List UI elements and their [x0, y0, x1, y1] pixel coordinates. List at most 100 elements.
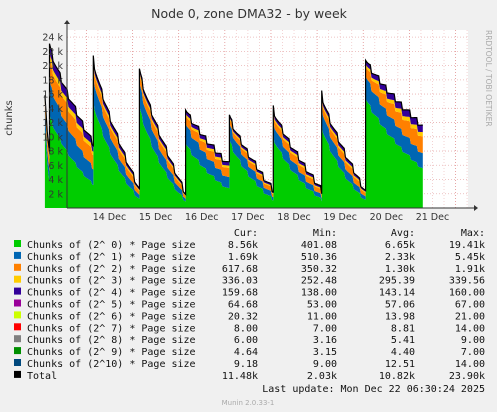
- legend-value: 295.39: [379, 276, 415, 287]
- legend-value: 8.81: [391, 323, 415, 334]
- y-tick-label: 8 k: [48, 147, 63, 158]
- legend-value: 19.41k: [449, 240, 485, 251]
- legend-header: Max:: [461, 228, 485, 239]
- legend-label: Total: [27, 371, 57, 382]
- legend-value: 8.56k: [228, 240, 258, 251]
- legend-value: 143.14: [379, 288, 415, 299]
- total-line: [44, 43, 423, 197]
- legend-value: 11.48k: [222, 371, 258, 382]
- legend-value: 53.00: [307, 300, 337, 311]
- legend-swatch: [14, 370, 21, 378]
- legend-header: Min:: [313, 228, 337, 239]
- legend-value: 4.40: [391, 347, 415, 358]
- series-areas: [44, 43, 423, 208]
- y-tick-label: 10 k: [42, 132, 63, 143]
- legend-value: 64.68: [228, 300, 258, 311]
- axis-ticks: 2 k 4 k 6 k 8 k 10 k 12 k 14 k 16 k 18 k 20 k 22 k…: [42, 20, 478, 223]
- legend-value: 13.98: [385, 311, 415, 322]
- legend-value: 9.00: [461, 335, 485, 346]
- legend-value: 3.16: [313, 335, 337, 346]
- x-tick-label: 14 Dec: [93, 212, 127, 223]
- x-tick-label: 19 Dec: [323, 212, 357, 223]
- legend-value: 67.00: [455, 300, 485, 311]
- y-tick-label: 20 k: [42, 61, 63, 72]
- legend-swatch: [14, 347, 21, 355]
- y-axis-arrow: [64, 20, 70, 24]
- chart-title: Node 0, zone DMA32 - by week: [151, 6, 348, 21]
- legend-label: Chunks of (2^ 2) * Page size: [27, 264, 196, 275]
- legend-label: Chunks of (2^ 4) * Page size: [27, 288, 196, 299]
- y-tick-label: 6 k: [48, 161, 63, 172]
- legend-value: 2.03k: [307, 371, 337, 382]
- legend-swatch: [14, 323, 21, 331]
- legend-value: 401.08: [301, 240, 337, 251]
- legend-swatch: [14, 299, 21, 307]
- legend-value: 14.00: [455, 359, 485, 370]
- munin-version: Munin 2.0.33-1: [222, 399, 275, 407]
- legend-value: 336.03: [222, 276, 258, 287]
- legend-value: 138.00: [301, 288, 337, 299]
- legend-label: Chunks of (2^ 0) * Page size: [27, 240, 196, 251]
- y-tick-label: 14 k: [42, 104, 63, 115]
- legend-swatch: [14, 335, 21, 343]
- legend-value: 2.33k: [385, 252, 415, 263]
- legend-value: 14.00: [455, 323, 485, 334]
- legend-value: 6.65k: [385, 240, 415, 251]
- x-tick-label: 16 Dec: [185, 212, 219, 223]
- legend-value: 160.00: [449, 288, 485, 299]
- x-axis-arrow: [474, 205, 478, 211]
- legend-label: Chunks of (2^ 3) * Page size: [27, 276, 196, 287]
- legend-value: 10.82k: [379, 371, 415, 382]
- legend-value: 11.00: [307, 311, 337, 322]
- x-tick-label: 18 Dec: [277, 212, 311, 223]
- legend-value: 5.41: [391, 335, 415, 346]
- legend-header: Cur:: [234, 228, 258, 239]
- legend-swatch: [14, 251, 21, 259]
- legend-value: 4.64: [234, 347, 258, 358]
- legend-value: 23.90k: [449, 371, 485, 382]
- legend-value: 7.00: [313, 323, 337, 334]
- y-tick-label: 12 k: [42, 118, 63, 129]
- y-tick-label: 16 k: [42, 90, 63, 101]
- legend-value: 12.51: [385, 359, 415, 370]
- y-tick-label: 18 k: [42, 75, 63, 86]
- legend-label: Chunks of (2^ 5) * Page size: [27, 300, 196, 311]
- legend-value: 57.06: [385, 300, 415, 311]
- rrdtool-credit: RRDTOOL / TOBI OETIKER: [484, 30, 493, 127]
- legend-swatch: [14, 263, 21, 271]
- y-tick-label: 24 k: [42, 33, 63, 44]
- legend-swatch: [14, 287, 21, 295]
- x-tick-label: 21 Dec: [416, 212, 450, 223]
- y-tick-label: 22 k: [42, 47, 63, 58]
- legend-value: 7.00: [461, 347, 485, 358]
- legend-value: 6.00: [234, 335, 258, 346]
- legend-swatch: [14, 240, 21, 247]
- x-tick-label: 20 Dec: [370, 212, 404, 223]
- legend-value: 8.00: [234, 323, 258, 334]
- legend-value: 617.68: [222, 264, 258, 275]
- legend-swatch: [14, 359, 21, 366]
- legend-label: Chunks of (2^ 8) * Page size: [27, 335, 196, 346]
- legend-value: 510.36: [301, 252, 337, 263]
- legend-label: Chunks of (2^ 1) * Page size: [27, 252, 196, 263]
- y-axis-label: chunks: [4, 100, 15, 136]
- legend-value: 1.30k: [385, 264, 415, 275]
- last-update: Last update: Mon Dec 22 06:30:24 2025: [262, 384, 485, 395]
- y-tick-label: 4 k: [48, 175, 63, 186]
- series-area: [44, 99, 423, 208]
- legend-value: 9.00: [313, 359, 337, 370]
- legend-value: 21.00: [455, 311, 485, 322]
- legend-label: Chunks of (2^ 6) * Page size: [27, 311, 196, 322]
- legend-label: Chunks of (2^ 9) * Page size: [27, 347, 196, 358]
- x-tick-label: 15 Dec: [139, 212, 173, 223]
- legend-label: Chunks of (2^10) * Page size: [27, 359, 196, 370]
- legend-value: 20.32: [228, 311, 258, 322]
- legend: Cur: Min: Avg: Max: Chunks of (2^ 0) * Page …: [14, 228, 485, 382]
- legend-value: 339.56: [449, 276, 485, 287]
- legend-header: Avg:: [391, 228, 415, 239]
- legend-value: 252.48: [301, 276, 337, 287]
- x-tick-label: 17 Dec: [231, 212, 265, 223]
- legend-value: 1.69k: [228, 252, 258, 263]
- legend-value: 350.32: [301, 264, 337, 275]
